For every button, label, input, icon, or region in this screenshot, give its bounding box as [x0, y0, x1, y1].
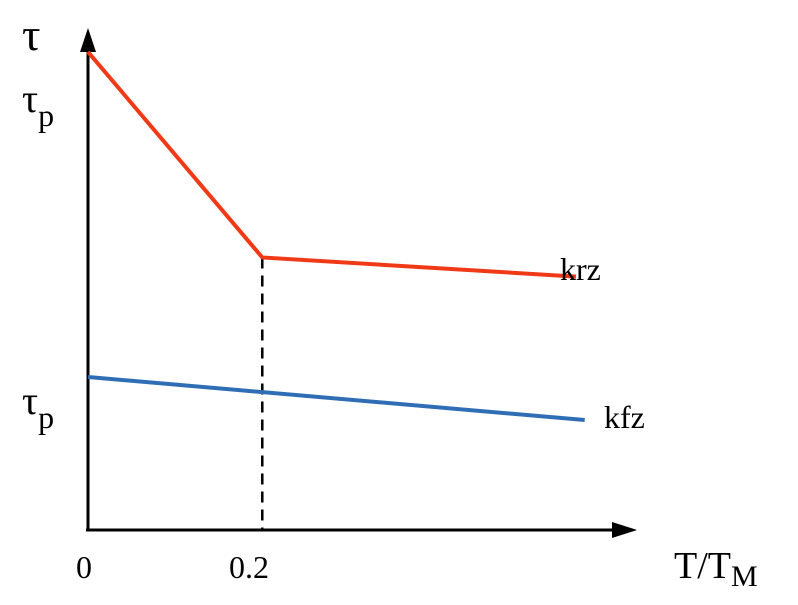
- x-axis-label: T/TM: [674, 545, 758, 593]
- series-label-kfz: kfz: [604, 399, 645, 435]
- plot-area: [86, 50, 585, 530]
- y-tick-label: τp: [22, 76, 54, 133]
- y-tick-label: τp: [22, 378, 54, 435]
- y-tick-label-subscript: p: [38, 97, 54, 133]
- y-axis-arrow: [80, 28, 96, 52]
- series-line-krz: [86, 50, 577, 279]
- axes: [80, 28, 637, 538]
- series-label-krz: krz: [560, 251, 601, 287]
- x-tick-label: 0.2: [229, 549, 269, 585]
- series-line-kfz: [87, 375, 585, 423]
- x-axis-arrow: [612, 522, 637, 538]
- y-axis-label: τ: [22, 9, 41, 60]
- x-tick-label: 0: [76, 549, 92, 585]
- x-axis-label-subscript: M: [731, 560, 758, 593]
- y-tick-label-subscript: p: [38, 399, 54, 435]
